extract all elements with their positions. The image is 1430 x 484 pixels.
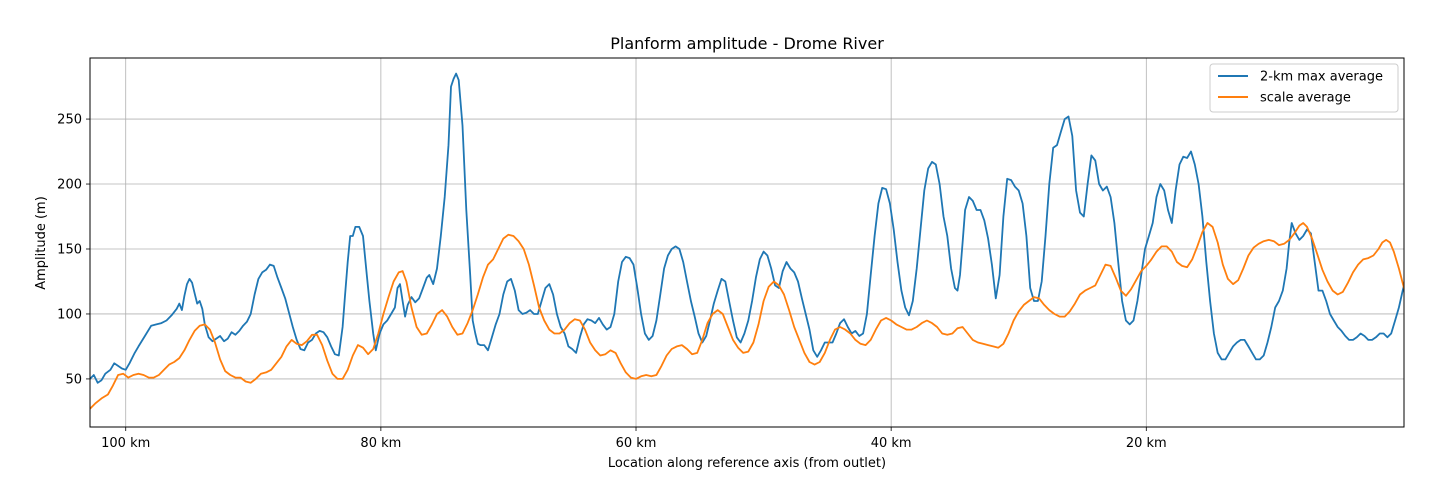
y-axis: 50 100 150 200 250	[57, 113, 90, 387]
y-tick-label: 100	[57, 307, 82, 322]
legend-label-2: scale average	[1260, 91, 1351, 106]
legend-box	[1209, 63, 1399, 113]
legend-label-1: 2-km max average	[1260, 70, 1383, 85]
legend: 2-km max average scale average	[1209, 63, 1399, 113]
series-line-1	[90, 72, 1404, 384]
x-tick-label: 40 km	[871, 436, 912, 451]
x-tick-label: 80 km	[360, 436, 401, 451]
y-tick-label: 150	[57, 242, 82, 257]
plot-frame	[89, 57, 1405, 428]
y-axis-label: Amplitude (m)	[34, 196, 49, 290]
y-tick-label: 50	[65, 372, 82, 387]
y-tick-label: 200	[57, 178, 82, 193]
plot-area	[90, 58, 1404, 427]
x-tick-label: 100 km	[101, 436, 150, 451]
chart-title: Planform amplitude - Drome River	[610, 34, 884, 53]
series-lines	[90, 72, 1404, 410]
x-tick-label: 20 km	[1126, 436, 1167, 451]
series-line-2	[90, 222, 1404, 410]
x-axis-label: Location along reference axis (from outl…	[608, 456, 886, 471]
x-tick-label: 60 km	[616, 436, 657, 451]
x-axis: 100 km 80 km 60 km 40 km 20 km	[101, 427, 1167, 451]
y-tick-label: 250	[57, 113, 82, 128]
grid-lines	[90, 58, 1404, 427]
